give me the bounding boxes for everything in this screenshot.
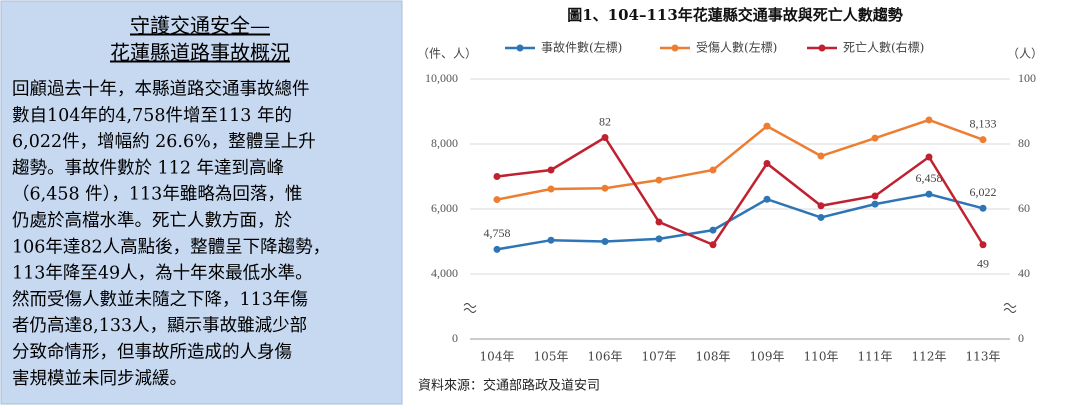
x-tick-label: 110年 — [804, 350, 839, 364]
data-point — [763, 122, 771, 130]
value-label: 8,133 — [970, 116, 997, 130]
x-tick-label: 107年 — [642, 350, 677, 364]
legend-marker — [516, 44, 524, 52]
y-axis-label: （件、人） — [417, 47, 477, 61]
paragraph-line: 害規模並未同步減緩。 — [12, 369, 187, 389]
legend-label: 事故件數(左標) — [541, 40, 622, 55]
data-point — [601, 184, 609, 192]
data-point — [493, 245, 501, 253]
data-point — [817, 202, 825, 210]
y-tick-label: 10,000 — [425, 71, 458, 85]
paragraph-line: 者仍高達8,133人，顯示事故雖減少部 — [12, 316, 307, 336]
y-tick-label: 0 — [452, 331, 458, 345]
y-tick-label: 8,000 — [431, 136, 458, 150]
data-point — [709, 166, 717, 174]
axis-break — [1003, 303, 1017, 313]
data-point — [925, 190, 933, 198]
data-point — [979, 136, 987, 144]
chart-title: 圖1、104–113年花蓮縣交通事故與死亡人數趨勢 — [567, 6, 903, 24]
data-point — [493, 196, 501, 204]
data-point — [763, 160, 771, 167]
y2-axis-label: （人） — [1007, 47, 1043, 61]
series-line — [496, 118, 984, 201]
axis-break — [463, 303, 477, 313]
legend-label: 死亡人數(右標) — [843, 40, 924, 55]
paragraph-line: 106年達82人高點後，整體呈下降趨勢， — [12, 237, 330, 257]
x-tick-label: 106年 — [588, 350, 623, 364]
paragraph-line: 趨勢。事故件數於 112 年達到高峰 — [12, 158, 284, 178]
data-point — [871, 134, 879, 142]
x-tick-label: 108年 — [696, 350, 731, 364]
paragraph-line: 回顧過去十年，本縣道路交通事故總件 — [12, 80, 310, 100]
data-point — [547, 185, 555, 193]
data-point — [979, 204, 987, 212]
data-point — [709, 226, 717, 234]
y-tick-label: 4,000 — [431, 266, 458, 280]
paragraph-line: 113年降至49人，為十年來最低水準。 — [12, 264, 313, 284]
data-point — [763, 195, 771, 203]
value-label: 6,022 — [970, 185, 997, 199]
paragraph-line: 分致命情形，但事故所造成的人身傷 — [12, 343, 292, 363]
data-point — [601, 238, 609, 245]
series-line — [496, 192, 984, 251]
panel-title: 守護交通安全— — [130, 14, 270, 38]
source-note: 資料來源：交通部路政及道安司 — [418, 378, 600, 394]
data-point — [925, 116, 933, 124]
data-point — [655, 218, 663, 226]
legend-marker — [818, 44, 826, 52]
paragraph-line: 仍處於高檔水準。死亡人數方面，於 — [12, 211, 292, 231]
data-point — [817, 213, 825, 221]
x-tick-label: 111年 — [858, 350, 893, 364]
y-tick-label: 6,000 — [431, 201, 458, 215]
data-point — [655, 235, 663, 243]
value-label: 82 — [599, 114, 611, 128]
plot: 0 4,000 6,000 8,000 10,000 0 40 60 80 100 104年 105年… — [425, 40, 1036, 364]
legend-label: 受傷人數(左標) — [696, 40, 777, 55]
y2-tick-label: 40 — [1018, 266, 1030, 280]
text-panel — [0, 0, 403, 405]
x-tick-label: 104年 — [480, 350, 515, 364]
x-tick-label: 105年 — [534, 350, 569, 364]
paragraph-line: 然而受傷人數並未隨之下降，113年傷 — [12, 290, 308, 310]
paragraph-line: （6,458 件），113年雖略為回落，惟 — [12, 185, 302, 205]
legend-marker — [671, 44, 679, 52]
data-point — [547, 236, 555, 244]
y2-tick-label: 0 — [1018, 331, 1024, 345]
x-tick-label: 112年 — [912, 350, 947, 364]
x-tick-label: 109年 — [750, 350, 785, 364]
data-point — [655, 176, 663, 184]
data-point — [817, 152, 825, 160]
data-point — [709, 241, 717, 249]
paragraph-line: 6,022件，增幅約 26.6%，整體呈上升 — [12, 132, 316, 152]
value-label: 4,758 — [484, 226, 511, 240]
value-label: 49 — [977, 257, 989, 271]
y2-tick-label: 100 — [1018, 71, 1036, 85]
data-point — [925, 153, 933, 161]
data-point — [547, 166, 555, 174]
y2-tick-label: 60 — [1018, 201, 1030, 215]
data-point — [871, 200, 879, 208]
data-point — [493, 173, 501, 180]
data-point — [979, 241, 987, 249]
panel-title: 花蓮縣道路事故概況 — [110, 41, 290, 65]
x-tick-label: 113年 — [966, 350, 1001, 364]
y2-tick-label: 80 — [1018, 136, 1030, 150]
data-point — [601, 134, 609, 141]
data-point — [871, 192, 879, 200]
series-line — [496, 135, 985, 247]
paragraph-line: 數自104年的4,758件增至113 年的 — [12, 106, 292, 126]
value-label: 6,458 — [916, 171, 943, 185]
